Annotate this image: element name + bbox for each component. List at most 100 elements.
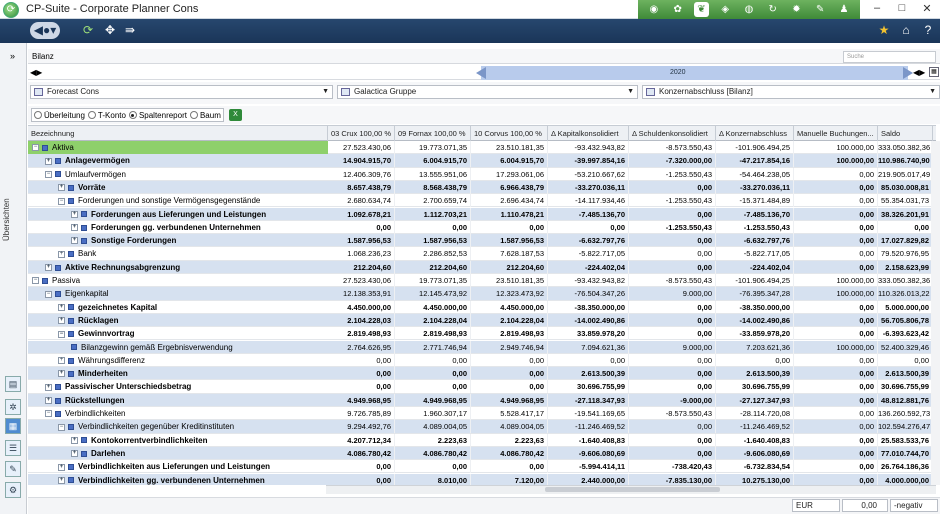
row-label-cell[interactable]: + Darlehen xyxy=(28,447,328,460)
value-cell[interactable]: 1.960.307,17 xyxy=(395,407,471,420)
favorite-star-icon[interactable]: ★ xyxy=(878,23,890,37)
row-label-cell[interactable]: − Verbindlichkeiten gegenüber Kreditinsti… xyxy=(28,420,328,433)
column-header[interactable]: 10 Corvus 100,00 % xyxy=(471,126,548,141)
value-cell[interactable]: 0,00 xyxy=(794,313,878,327)
value-cell[interactable]: 0,00 xyxy=(794,393,878,407)
value-cell[interactable]: 1.110.478,21 xyxy=(471,207,548,221)
value-cell[interactable]: -33.270.036,11 xyxy=(548,180,629,194)
table-row[interactable]: Bilanzgewinn gemäß Ergebnisverwendung 2.7… xyxy=(28,340,936,354)
value-cell[interactable]: -11.246.469,52 xyxy=(716,420,794,434)
value-cell[interactable]: 0,00 xyxy=(629,180,716,194)
value-cell[interactable]: 5.528.417,17 xyxy=(471,407,548,420)
value-cell[interactable]: 0,00 xyxy=(548,353,629,367)
value-cell[interactable]: 23.510.181,35 xyxy=(471,141,548,154)
value-cell[interactable]: 7.203.621,36 xyxy=(716,340,794,354)
value-cell[interactable]: 9.000,00 xyxy=(629,287,716,301)
expand-panel-icon[interactable]: » xyxy=(10,51,16,61)
sign-select[interactable]: -negativ xyxy=(890,499,938,512)
group-dropdown[interactable]: Galactica Gruppe ▼ xyxy=(337,85,638,99)
value-cell[interactable]: 9.000,00 xyxy=(629,340,716,354)
value-cell[interactable]: 0,00 xyxy=(629,367,716,381)
value-cell[interactable]: 0,00 xyxy=(629,247,716,261)
value-cell[interactable]: 0,00 xyxy=(328,220,395,234)
table-row[interactable]: + Forderungen gg. verbundenen Unternehmen… xyxy=(28,220,936,235)
row-label-cell[interactable]: + Forderungen aus Lieferungen und Leistun… xyxy=(28,208,328,221)
value-cell[interactable]: 0,00 xyxy=(878,353,933,367)
row-label-cell[interactable]: − Eigenkapital xyxy=(28,287,328,300)
value-cell[interactable]: -6.632.797,76 xyxy=(548,234,629,248)
value-cell[interactable]: -54.464.238,05 xyxy=(716,167,794,181)
value-cell[interactable]: -27.127.347,93 xyxy=(716,393,794,407)
expand-toggle-icon[interactable]: + xyxy=(58,463,65,471)
column-header[interactable]: Bezeichnung xyxy=(28,126,328,141)
table-row[interactable]: + Rücklagen 2.104.228,03 2.104.228,04 2.104.… xyxy=(28,313,936,328)
value-cell[interactable]: 55.354.031,73 xyxy=(878,194,933,208)
expand-toggle-icon[interactable]: − xyxy=(58,423,65,431)
value-cell[interactable]: 2.613.500,39 xyxy=(878,367,933,381)
value-cell[interactable]: -28.114.720,08 xyxy=(716,407,794,420)
person-icon[interactable]: ♟ xyxy=(839,4,849,15)
expand-toggle-icon[interactable]: − xyxy=(45,290,52,298)
value-cell[interactable]: -101.906.494,25 xyxy=(716,141,794,154)
value-cell[interactable]: 0,00 xyxy=(794,433,878,447)
expand-toggle-icon[interactable]: − xyxy=(58,197,65,205)
table-row[interactable]: + Darlehen 4.086.780,42 4.086.780,42 4.086.7… xyxy=(28,446,936,461)
value-cell[interactable]: -76.504.347,26 xyxy=(548,287,629,301)
settings-icon[interactable]: ✹ xyxy=(792,4,801,15)
gear-icon[interactable]: ✿ xyxy=(673,4,682,15)
value-cell[interactable]: -7.835.130,00 xyxy=(629,473,716,485)
value-cell[interactable]: 4.949.968,95 xyxy=(328,393,395,407)
table-row[interactable]: + Verbindlichkeiten gg. verbundenen Unter… xyxy=(28,473,936,486)
home-icon[interactable]: ◉ xyxy=(649,4,659,15)
value-cell[interactable]: 25.583.533,76 xyxy=(878,433,933,447)
table-row[interactable]: − Verbindlichkeiten gegenüber Kreditinsti… xyxy=(28,420,936,434)
value-cell[interactable]: -1.253.550,43 xyxy=(716,220,794,234)
value-cell[interactable]: -7.485.136,70 xyxy=(548,207,629,221)
grid-view-icon[interactable]: ▦ xyxy=(5,418,21,434)
row-label-cell[interactable]: − Forderungen und sonstige Vermögensgegen… xyxy=(28,194,328,207)
value-cell[interactable]: 12.406.309,76 xyxy=(328,167,395,181)
value-cell[interactable]: 4.450.000,00 xyxy=(328,300,395,314)
table-row[interactable]: + Verbindlichkeiten aus Lieferungen und L… xyxy=(28,460,936,474)
table-row[interactable]: + Minderheiten 0,00 0,00 0,00 2.613.500,39 0,0… xyxy=(28,367,936,381)
radio-dot[interactable] xyxy=(189,111,198,119)
value-cell[interactable]: 0,00 xyxy=(878,220,933,234)
row-label-cell[interactable]: + Passivischer Unterschiedsbetrag xyxy=(28,380,328,393)
value-cell[interactable]: 0,00 xyxy=(328,380,395,394)
value-cell[interactable]: -93.432.943,82 xyxy=(548,141,629,154)
value-cell[interactable]: 23.510.181,35 xyxy=(471,274,548,287)
value-cell[interactable]: -224.402,04 xyxy=(548,260,629,274)
value-cell[interactable]: 1.587.956,53 xyxy=(471,234,548,248)
forward-icon[interactable]: ⇛ xyxy=(124,23,136,37)
move-icon[interactable]: ✥ xyxy=(104,23,116,37)
value-cell[interactable]: -8.573.550,43 xyxy=(629,141,716,154)
table-row[interactable]: + Sonstige Forderungen 1.587.956,53 1.587.9… xyxy=(28,234,936,248)
help-icon[interactable]: ? xyxy=(924,23,932,37)
row-label-cell[interactable]: + Rücklagen xyxy=(28,314,328,327)
value-cell[interactable]: 0,00 xyxy=(471,460,548,474)
value-cell[interactable]: 4.089.004,05 xyxy=(395,420,471,434)
row-label-cell[interactable]: + gezeichnetes Kapital xyxy=(28,301,328,314)
expand-toggle-icon[interactable]: + xyxy=(71,224,78,232)
value-cell[interactable]: 100.000,00 xyxy=(794,287,878,301)
row-label-cell[interactable]: − Passiva xyxy=(28,274,328,287)
overview-panel-label[interactable]: Übersichten xyxy=(2,198,11,242)
table-row[interactable]: + Aktive Rechnungsabgrenzung 212.204,60 212… xyxy=(28,260,936,274)
timeline-nav-right-arrows[interactable]: ◀▶ xyxy=(913,68,926,77)
timeline-right-handle-icon[interactable] xyxy=(903,67,913,79)
value-cell[interactable]: 0,00 xyxy=(794,194,878,208)
value-cell[interactable]: -33.270.036,11 xyxy=(716,180,794,194)
search-input[interactable]: Suche xyxy=(843,51,936,63)
value-cell[interactable]: 30.696.755,99 xyxy=(716,380,794,394)
value-cell[interactable]: 100.000,00 xyxy=(794,274,878,287)
globe-icon[interactable]: ◍ xyxy=(744,4,754,15)
settings-doc-icon[interactable]: ⚙ xyxy=(5,482,21,498)
value-cell[interactable]: 0,00 xyxy=(629,313,716,327)
value-cell[interactable]: 17.293.061,06 xyxy=(471,167,548,181)
value-cell[interactable]: 0,00 xyxy=(794,247,878,261)
row-label-cell[interactable]: + Verbindlichkeiten gg. verbundenen Unter… xyxy=(28,474,328,486)
value-cell[interactable]: 6.004.915,70 xyxy=(395,154,471,168)
value-cell[interactable]: 0,00 xyxy=(395,367,471,381)
value-cell[interactable]: 30.696.755,99 xyxy=(878,380,933,394)
value-cell[interactable]: 2.104.228,04 xyxy=(395,313,471,327)
